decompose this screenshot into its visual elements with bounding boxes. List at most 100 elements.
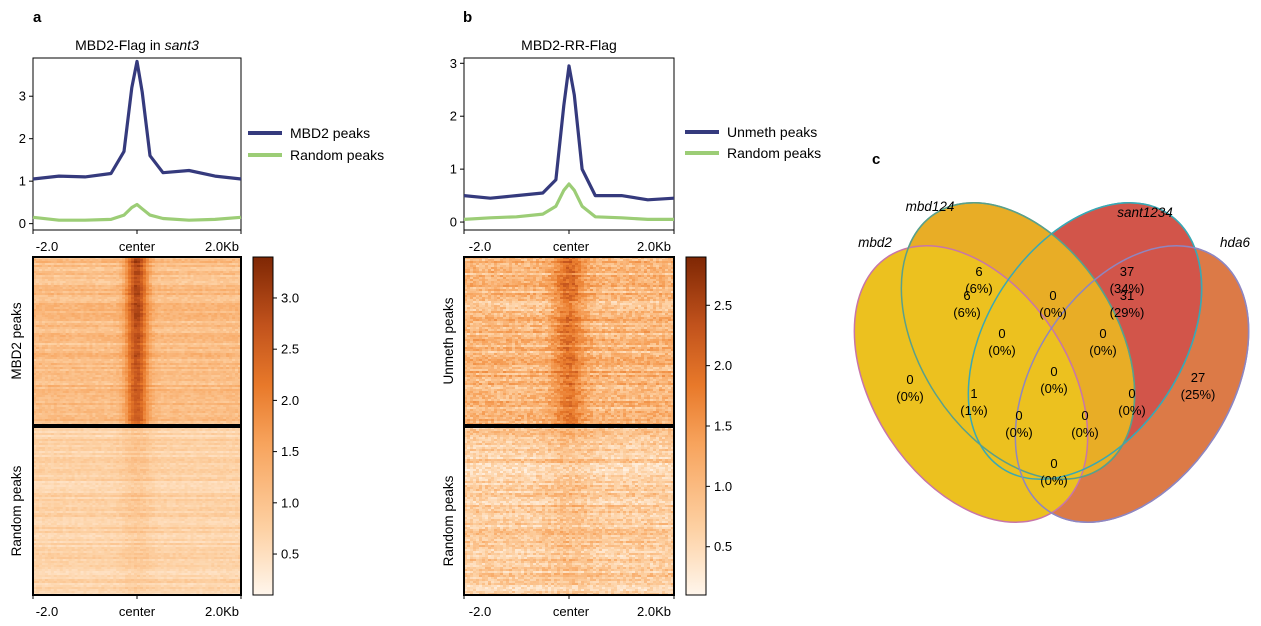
y-tick-label: 3: [19, 89, 26, 104]
colorbar-tick-label: 3.0: [281, 290, 299, 305]
venn-region-percent: (1%): [960, 403, 987, 418]
venn-region-count: 27: [1191, 370, 1205, 385]
panel-a-hm-xtick-left: -2.0: [36, 604, 58, 619]
venn-region-count: 0: [1050, 456, 1057, 471]
panel-b-hm-xtick-right: 2.0Kb: [637, 604, 671, 619]
colorbar-tick-label: 1.5: [281, 444, 299, 459]
venn-set-mbd2: [853, 245, 1089, 523]
y-tick-label: 3: [450, 56, 457, 71]
panel-a-heatmap-row-label-bottom: Random peaks: [9, 465, 24, 556]
venn-region-count: 0: [1128, 386, 1135, 401]
venn-region-count: 1: [970, 386, 977, 401]
legend-b-series1: Unmeth peaks: [727, 124, 817, 140]
panel-a-heatmap-x-axis: -2.0 center 2.0Kb: [32, 595, 242, 619]
y-tick-label: 1: [450, 162, 457, 177]
venn-outline-sant1234: [967, 202, 1203, 480]
panel-a-heatmap-bottom: [32, 426, 242, 596]
series-line-1: [463, 64, 675, 202]
venn-region-count: 0: [1099, 326, 1106, 341]
venn-region-percent: (0%): [1071, 425, 1098, 440]
panel-b-x-axis: -2.0 center 2.0Kb: [463, 230, 675, 254]
colorbar-tick-label: 0.5: [281, 547, 299, 562]
venn-region-count: 0: [1049, 288, 1056, 303]
venn-region-count: 6: [975, 264, 982, 279]
panel-a-colorbar: 0.5 1.0 1.5 2.0 2.5 3.0: [252, 256, 299, 596]
venn-region-percent: (0%): [1118, 403, 1145, 418]
panel-a-xtick-right: 2.0Kb: [205, 239, 239, 254]
panel-b-xtick-right: 2.0Kb: [637, 239, 671, 254]
panel-a-heatmap-top: [32, 256, 242, 426]
panel-b-colorbar: 0.5 1.0 1.5 2.0 2.5: [685, 256, 732, 596]
panel-label-c: c: [872, 151, 880, 168]
panel-b-title: MBD2-RR-Flag: [521, 37, 617, 53]
y-tick-label: 0: [450, 215, 457, 230]
y-tick-label: 2: [19, 131, 26, 146]
panel-a-title: MBD2-Flag in sant3: [75, 37, 199, 53]
venn-region-count: 0: [1081, 408, 1088, 423]
venn-region-percent: (0%): [896, 389, 923, 404]
y-tick-label: 2: [450, 109, 457, 124]
venn-region-count: 37: [1120, 264, 1134, 279]
venn-region-percent: (34%): [1110, 281, 1145, 296]
series-line-2: [463, 182, 674, 221]
panel-b-heatmap-row-label-top: Unmeth peaks: [441, 297, 456, 384]
panel-b-hm-xtick-left: -2.0: [469, 604, 491, 619]
colorbar-tick-label: 1.0: [714, 479, 732, 494]
venn-outline-hda6: [1014, 245, 1250, 523]
panel-a-hm-xtick-right: 2.0Kb: [205, 604, 239, 619]
panel-b-xtick-center: center: [553, 239, 590, 254]
panel-b-legend: Unmeth peaks Random peaks: [685, 124, 821, 161]
venn-region-percent: (6%): [953, 305, 980, 320]
legend-b-series2: Random peaks: [727, 145, 821, 161]
panel-a-y-axis: 0 1 2 3: [19, 89, 33, 231]
colorbar-tick-label: 2.5: [281, 342, 299, 357]
venn-region-count: 0: [998, 326, 1005, 341]
colorbar-tick-label: 2.0: [281, 393, 299, 408]
venn-region-percent: (0%): [988, 343, 1015, 358]
venn-outline-mbd124: [900, 202, 1136, 480]
panel-a-xtick-center: center: [119, 239, 156, 254]
panel-label-b: b: [463, 9, 472, 26]
colorbar-tick-label: 1.5: [714, 419, 732, 434]
panel-b-hm-xtick-center: center: [553, 604, 590, 619]
venn-region-percent: (0%): [1089, 343, 1116, 358]
panel-b-xtick-left: -2.0: [469, 239, 491, 254]
venn-label-mbd124: mbd124: [906, 199, 955, 214]
venn-region-percent: (25%): [1181, 387, 1216, 402]
panel-a-x-axis: -2.0 center 2.0Kb: [32, 230, 242, 254]
colorbar-tick-label: 1.0: [281, 495, 299, 510]
series-line-2: [32, 202, 242, 222]
venn-region-percent: (0%): [1040, 381, 1067, 396]
panel-b-heatmap-top: [463, 256, 675, 426]
panel-a-hm-xtick-center: center: [119, 604, 156, 619]
panel-b-heatmap-row-label-bottom: Random peaks: [441, 475, 456, 566]
venn-label-sant1234: sant1234: [1117, 205, 1173, 220]
panel-b-profile-plot: 0 1 2 3 -2.0 center 2.0Kb: [450, 56, 675, 254]
panel-a-legend: MBD2 peaks Random peaks: [248, 125, 384, 163]
venn-region-count: 6: [963, 288, 970, 303]
venn-region-percent: (0%): [1040, 473, 1067, 488]
panel-b-heatmap-bottom: [463, 426, 675, 596]
venn-region-percent: (6%): [965, 281, 992, 296]
venn-region-percent: (0%): [1039, 305, 1066, 320]
series-line-1: [32, 59, 242, 181]
panel-b-heatmap-x-axis: -2.0 center 2.0Kb: [463, 595, 675, 619]
colorbar-tick-label: 0.5: [714, 539, 732, 554]
panel-a-xtick-left: -2.0: [36, 239, 58, 254]
venn-region-count: 0: [1015, 408, 1022, 423]
legend-a-series2: Random peaks: [290, 147, 384, 163]
panel-a-lines: [32, 59, 242, 222]
venn-region-count: 0: [1050, 364, 1057, 379]
venn-region-percent: (29%): [1110, 305, 1145, 320]
panel-a-profile-plot: 0 1 2 3 -2.0 center 2.0Kb: [19, 57, 242, 254]
venn-diagram: mbd2 mbd124 sant1234 hda6 6(6%)37(34%)27…: [853, 199, 1251, 523]
y-tick-label: 0: [19, 216, 26, 231]
venn-region-count: 31: [1120, 288, 1134, 303]
colorbar-tick-label: 2.5: [714, 298, 732, 313]
panel-label-a: a: [33, 9, 42, 26]
panel-b-y-axis: 0 1 2 3: [450, 56, 464, 230]
venn-label-mbd2: mbd2: [858, 235, 892, 250]
colorbar-tick-label: 2.0: [714, 358, 732, 373]
y-tick-label: 1: [19, 174, 26, 189]
